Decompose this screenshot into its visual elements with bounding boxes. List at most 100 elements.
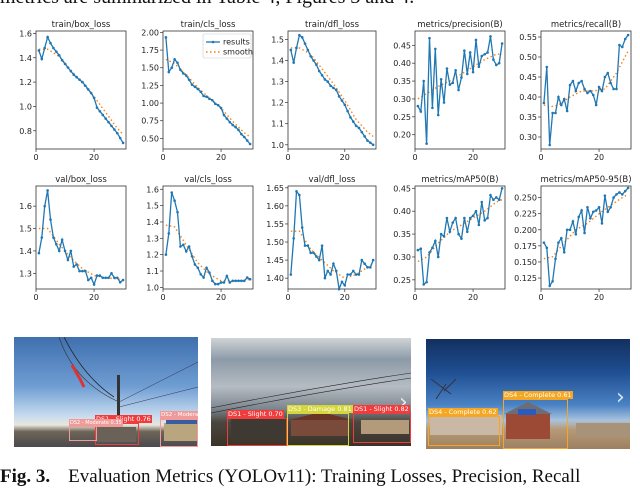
svg-text:0.175: 0.175 xyxy=(514,242,537,251)
detection-photo-2: › DS1 - Slight 0.70 DS3 - Damage 0.81 DS… xyxy=(211,338,411,446)
svg-text:1.2: 1.2 xyxy=(271,99,284,108)
chevron-right-icon[interactable]: › xyxy=(616,385,625,410)
svg-text:0: 0 xyxy=(285,153,290,162)
svg-text:train/dfl_loss: train/dfl_loss xyxy=(305,20,360,30)
svg-text:1.2: 1.2 xyxy=(146,251,159,260)
svg-text:1.6: 1.6 xyxy=(19,29,32,38)
svg-text:train/cls_loss: train/cls_loss xyxy=(181,20,236,30)
scene-icon xyxy=(211,372,411,438)
svg-text:1.5: 1.5 xyxy=(19,225,32,234)
detection-label: DS2 - Moderate 0.35 xyxy=(69,419,123,427)
svg-text:1.40: 1.40 xyxy=(266,274,284,283)
chevron-right-icon[interactable]: › xyxy=(399,390,408,415)
svg-text:0: 0 xyxy=(412,153,417,162)
svg-text:2.00: 2.00 xyxy=(141,28,159,37)
scene-icon xyxy=(430,378,630,439)
svg-text:20: 20 xyxy=(594,293,604,302)
svg-text:1.5: 1.5 xyxy=(271,35,284,44)
detection-box xyxy=(227,418,287,446)
svg-text:20: 20 xyxy=(340,293,350,302)
figure-caption-label: Fig. 3. xyxy=(0,466,51,487)
figure-caption-text: Evaluation Metrics (YOLOv11): Training L… xyxy=(68,466,581,487)
svg-text:0: 0 xyxy=(160,293,165,302)
svg-text:0.45: 0.45 xyxy=(519,73,537,82)
svg-text:20: 20 xyxy=(89,153,99,162)
detection-photo-3: › DS4 - Complete 0.62 DS4 - Complete 0.6… xyxy=(426,339,630,449)
svg-text:1.75: 1.75 xyxy=(141,46,159,55)
svg-text:1.50: 1.50 xyxy=(266,238,284,247)
svg-text:1.00: 1.00 xyxy=(141,99,159,108)
figure-caption: Fig. 3. Evaluation Metrics (YOLOv11): Tra… xyxy=(0,466,640,488)
svg-text:20: 20 xyxy=(468,293,478,302)
detection-box xyxy=(160,419,198,447)
svg-text:0.25: 0.25 xyxy=(393,113,411,122)
svg-text:0.35: 0.35 xyxy=(519,113,537,122)
svg-text:metrics/precision(B): metrics/precision(B) xyxy=(417,20,502,30)
detection-label: DS4 - Complete 0.62 xyxy=(428,408,498,416)
svg-text:0.40: 0.40 xyxy=(519,93,537,102)
detection-label: DS3 - Damage 0.81 xyxy=(287,405,353,413)
svg-text:1.45: 1.45 xyxy=(266,256,284,265)
svg-text:20: 20 xyxy=(340,153,350,162)
svg-text:1.60: 1.60 xyxy=(266,202,284,211)
svg-text:0.20: 0.20 xyxy=(393,131,411,140)
svg-text:1.2: 1.2 xyxy=(19,78,32,87)
svg-text:0.30: 0.30 xyxy=(393,95,411,104)
detection-box xyxy=(69,426,97,441)
svg-text:20: 20 xyxy=(594,153,604,162)
svg-text:results: results xyxy=(223,38,250,47)
svg-text:0: 0 xyxy=(285,293,290,302)
svg-text:metrics/recall(B): metrics/recall(B) xyxy=(551,20,621,30)
preceding-text-line: metrics are summarized in Table 4, Figur… xyxy=(0,0,640,9)
svg-text:0.250: 0.250 xyxy=(514,194,537,203)
svg-text:0.150: 0.150 xyxy=(514,258,537,267)
svg-text:0.125: 0.125 xyxy=(514,274,537,283)
svg-text:0.30: 0.30 xyxy=(393,253,411,262)
detection-box xyxy=(503,399,568,449)
svg-text:1.6: 1.6 xyxy=(146,185,159,194)
svg-text:0.200: 0.200 xyxy=(514,226,537,235)
svg-text:1.4: 1.4 xyxy=(271,57,284,66)
svg-text:1.65: 1.65 xyxy=(266,184,284,193)
svg-text:1.0: 1.0 xyxy=(146,283,159,292)
svg-text:0: 0 xyxy=(33,293,38,302)
detection-label: DS1 - Slight 0.82 xyxy=(353,405,410,413)
svg-text:1.5: 1.5 xyxy=(146,202,159,211)
svg-text:1.3: 1.3 xyxy=(271,78,284,87)
svg-text:1.55: 1.55 xyxy=(266,220,284,229)
detection-box xyxy=(428,416,500,446)
svg-text:val/dfl_loss: val/dfl_loss xyxy=(309,175,356,185)
svg-text:0.225: 0.225 xyxy=(514,210,537,219)
power-lines-icon xyxy=(58,337,198,442)
detection-label: DS2 - Moderate 0.58 xyxy=(160,411,198,419)
svg-text:1.6: 1.6 xyxy=(19,202,32,211)
svg-text:val/box_loss: val/box_loss xyxy=(55,175,107,185)
svg-text:0: 0 xyxy=(412,293,417,302)
svg-text:20: 20 xyxy=(216,293,226,302)
svg-text:20: 20 xyxy=(216,153,226,162)
svg-text:val/cls_loss: val/cls_loss xyxy=(184,175,232,185)
svg-text:0.45: 0.45 xyxy=(393,184,411,193)
svg-text:smooth: smooth xyxy=(223,48,253,57)
svg-text:20: 20 xyxy=(468,153,478,162)
svg-text:0.25: 0.25 xyxy=(393,276,411,285)
detection-box xyxy=(287,413,349,446)
svg-text:0.30: 0.30 xyxy=(519,133,537,142)
svg-text:0.40: 0.40 xyxy=(393,207,411,216)
svg-text:train/box_loss: train/box_loss xyxy=(52,20,111,30)
svg-text:metrics/mAP50-95(B): metrics/mAP50-95(B) xyxy=(540,175,631,185)
detection-photo-1: DS1 - Slight 0.76 DS2 - Moderate 0.35 DS… xyxy=(14,337,198,447)
detection-label: DS4 - Complete 0.61 xyxy=(503,391,573,399)
svg-text:1.0: 1.0 xyxy=(271,141,284,150)
detection-box xyxy=(353,413,411,443)
svg-text:20: 20 xyxy=(89,293,99,302)
svg-text:0.40: 0.40 xyxy=(393,59,411,68)
svg-text:0: 0 xyxy=(538,293,543,302)
svg-text:1.3: 1.3 xyxy=(19,269,32,278)
detection-label: DS1 - Slight 0.76 xyxy=(95,415,152,423)
svg-text:0.75: 0.75 xyxy=(141,117,159,126)
svg-text:0.50: 0.50 xyxy=(519,53,537,62)
detection-label: DS1 - Slight 0.70 xyxy=(227,410,284,418)
svg-text:0.35: 0.35 xyxy=(393,230,411,239)
svg-text:1.1: 1.1 xyxy=(271,120,284,129)
